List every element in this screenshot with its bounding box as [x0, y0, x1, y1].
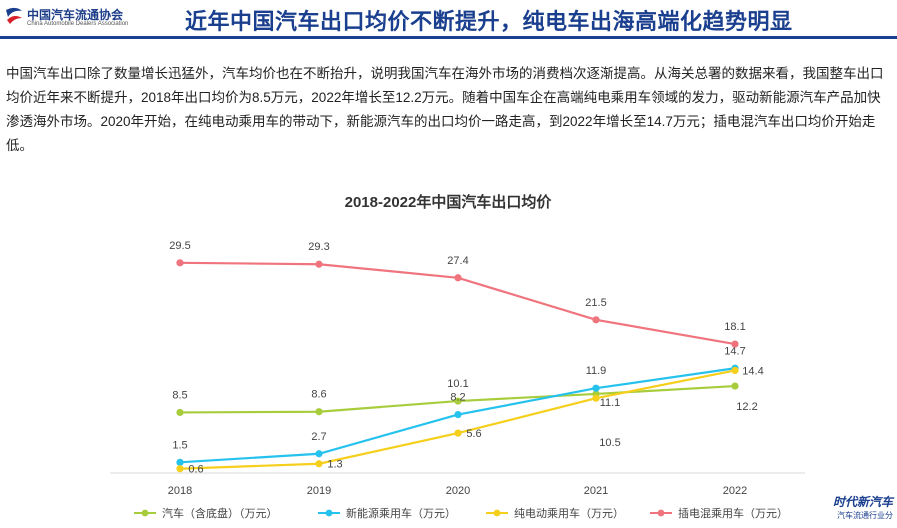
- series-1-point: [454, 397, 462, 405]
- series-4-point: [731, 340, 739, 348]
- series-3-data-label: 5.6: [466, 428, 481, 440]
- series-1-data-label: 10.1: [447, 378, 468, 390]
- series-2-data-label: 11.9: [586, 365, 607, 377]
- legend-label: 插电混乘用车（万元）: [678, 506, 788, 520]
- series-4-data-label: 29.5: [169, 240, 190, 252]
- logo-text-en: China Automobile Dealers Association: [27, 21, 129, 27]
- series-4-data-label: 21.5: [585, 297, 606, 309]
- watermark-line-2: 汽车流通行业分: [837, 511, 893, 520]
- series-4-point: [176, 259, 184, 267]
- series-4-point: [592, 316, 600, 324]
- legend-swatch-dot: [657, 509, 665, 517]
- series-1-point: [731, 382, 739, 390]
- x-tick-label: 2022: [723, 485, 747, 497]
- x-tick-label: 2019: [307, 485, 331, 497]
- series-3-point: [454, 429, 462, 437]
- watermark-line-1: 时代新汽车: [832, 495, 893, 509]
- series-4-point: [315, 260, 323, 268]
- cada-logo-icon: [6, 7, 22, 24]
- legend-label: 纯电动乘用车（万元）: [514, 506, 624, 520]
- series-2-point: [176, 458, 184, 466]
- series-3-point: [731, 366, 739, 374]
- watermark: 时代新汽车 汽车流通行业分: [819, 493, 893, 521]
- series-3-data-label: 0.6: [188, 464, 203, 476]
- series-2-point: [315, 450, 323, 458]
- chart-title: 2018-2022年中国汽车出口均价: [345, 193, 553, 211]
- series-layer: 8.5 8.610.111.1 12.21.52.78.211.914.70.6 1.…: [169, 240, 763, 476]
- legend-swatch-dot: [493, 509, 501, 517]
- series-3-data-label: 1.3: [327, 459, 342, 471]
- series-2-point: [454, 410, 462, 419]
- series-3-point: [176, 465, 184, 473]
- chart-container: 2018-2022年中国汽车出口均价 8.5 8.6 10.1 11.1 12.2 1.5…: [0, 185, 897, 523]
- series-3-data-label: 14.4: [742, 365, 763, 377]
- series-1-data-label: 12.2: [736, 401, 757, 413]
- series-3-point: [315, 460, 323, 468]
- series-4-data-label: 27.4: [447, 255, 468, 267]
- series-1-point: [176, 408, 184, 417]
- series-1-data-label: 8.6: [311, 389, 326, 401]
- series-2: 1.5 2.7 8.2 11.9 14.7: [172, 345, 746, 466]
- x-tick-label: 2018: [168, 485, 192, 497]
- series-1-data-label: 8.5: [172, 389, 187, 401]
- line-chart: 2018-2022年中国汽车出口均价 8.5 8.610.111.1 12.21.5…: [110, 193, 805, 520]
- page-title: 近年中国汽车出口均价不断提升，纯电车出海高端化趋势明显: [185, 9, 793, 34]
- series-3: 0.6 1.3 5.6 10.5 14.4: [176, 365, 764, 476]
- legend-label: 新能源乘用车（万元）: [346, 506, 456, 520]
- series-2-point: [592, 384, 600, 392]
- title-underline: [0, 36, 897, 39]
- intro-paragraph: 中国汽车出口除了数量增长迅猛外，汽车均价也在不断抬升，说明我国汽车在海外市场的消…: [6, 66, 884, 153]
- legend-label: 汽车（含底盘）（万元）: [162, 506, 278, 520]
- x-tick-label: 2021: [584, 485, 608, 497]
- cada-logo: 中国汽车流通协会 China Automobile Dealers Associ…: [4, 4, 184, 34]
- legend-swatch-dot: [325, 509, 333, 517]
- series-4-data-label: 18.1: [724, 321, 745, 333]
- series-2-data-label: 1.5: [172, 439, 187, 451]
- x-axis: 2018 2019 2020 2021 2022: [110, 472, 805, 497]
- series-4-point: [454, 274, 462, 282]
- legend: 汽车（含底盘）（万元） 新能源乘用车（万元） 纯电动乘用车（万元） 插电混乘用车（万元…: [134, 506, 788, 520]
- series-2-data-label: 8.2: [450, 392, 465, 404]
- series-1-point: [315, 408, 323, 416]
- series-1-data-label: 11.1: [600, 397, 621, 409]
- series-2-data-label: 14.7: [724, 345, 745, 357]
- x-tick-label: 2020: [446, 485, 470, 497]
- series-4: 29.5 29.3 27.4 21.5 18.1: [169, 240, 746, 348]
- header: 中国汽车流通协会 China Automobile Dealers Associ…: [0, 0, 897, 40]
- series-3-data-label: 10.5: [599, 437, 620, 449]
- series-4-data-label: 29.3: [308, 241, 329, 253]
- legend-swatch-dot: [141, 509, 149, 517]
- logo-text-cn: 中国汽车流通协会: [27, 8, 124, 22]
- series-2-data-label: 2.7: [311, 431, 326, 443]
- series-3-point: [592, 394, 600, 402]
